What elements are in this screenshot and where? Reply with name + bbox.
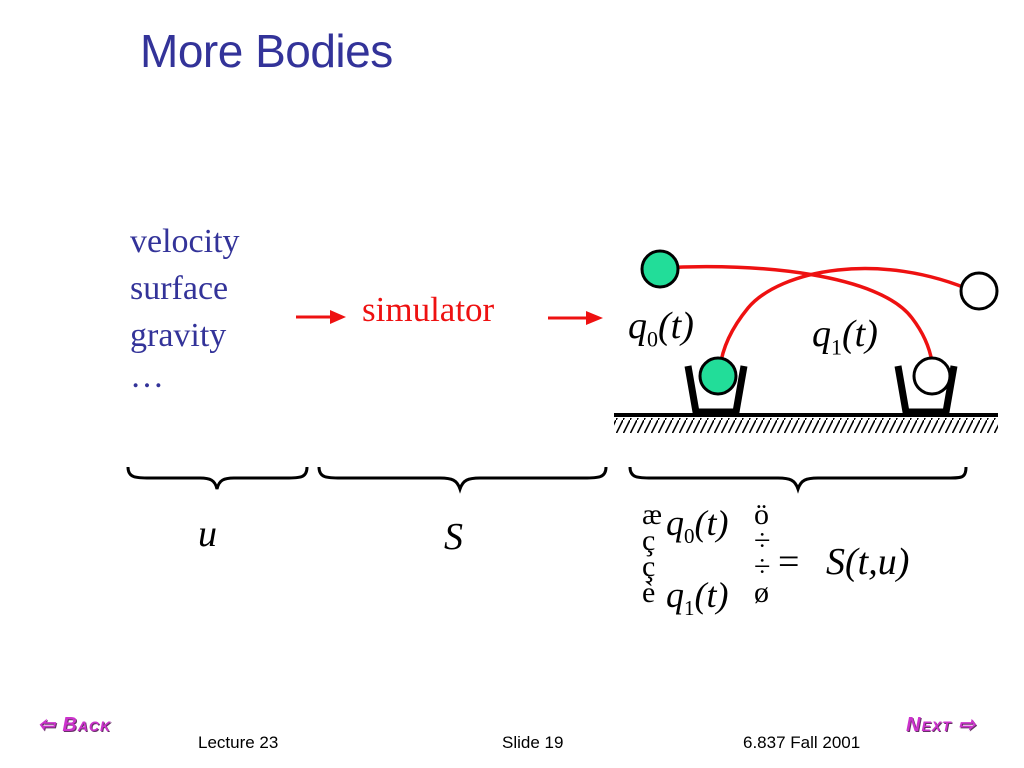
footer-slide-number: Slide 19 (502, 733, 564, 752)
next-arrow-icon: ⇨ (958, 714, 976, 736)
equation-row-q1: q1(t) (666, 575, 729, 621)
equals-sign: = (778, 541, 800, 583)
ball-q0-end (698, 356, 738, 396)
input-gravity: gravity (130, 317, 227, 354)
brace-s (317, 466, 608, 494)
ball-q1-end (912, 356, 952, 396)
cup-right (894, 365, 958, 416)
back-arrow-icon: ⇦ (38, 714, 56, 736)
ground (614, 413, 998, 433)
label-q1: q1(t) (812, 313, 878, 360)
trajectory-q0 (659, 264, 934, 363)
footer-course: 6.837 Fall 2001 (743, 733, 861, 752)
next-button[interactable]: Next ⇨ (906, 714, 976, 736)
label-q0: q0(t) (628, 305, 694, 352)
input-velocity: velocity (130, 223, 240, 260)
label-u: u (198, 513, 217, 555)
input-list: velocity surface gravity … (130, 218, 240, 395)
brace-u (126, 466, 309, 490)
left-bracket: æ ç ç è (642, 498, 663, 609)
footer-lecture: Lecture 23 (198, 733, 279, 752)
ball-q1-start (959, 271, 999, 311)
back-button[interactable]: ⇦ Back (38, 714, 112, 736)
label-s: S (444, 516, 463, 558)
equation-rhs: S(t,u) (826, 541, 910, 583)
arrow-inputs-to-simulator (296, 310, 346, 324)
ball-q0-start (640, 249, 680, 289)
right-bracket: ö ÷ ÷ ø (754, 498, 771, 609)
simulator-label: simulator (362, 290, 495, 329)
brace-output (628, 466, 968, 494)
trajectory-q1 (715, 266, 976, 370)
arrow-simulator-to-output (548, 311, 603, 325)
equation-row-q0: q0(t) (666, 503, 729, 549)
cup-left (684, 365, 748, 416)
vector-equation: æ ç ç è q0(t) q1(t) ö ÷ ÷ ø = S(t,u) (640, 500, 960, 630)
slide-title: More Bodies (140, 25, 393, 77)
input-ellipsis: … (130, 358, 164, 395)
input-surface: surface (130, 270, 229, 307)
